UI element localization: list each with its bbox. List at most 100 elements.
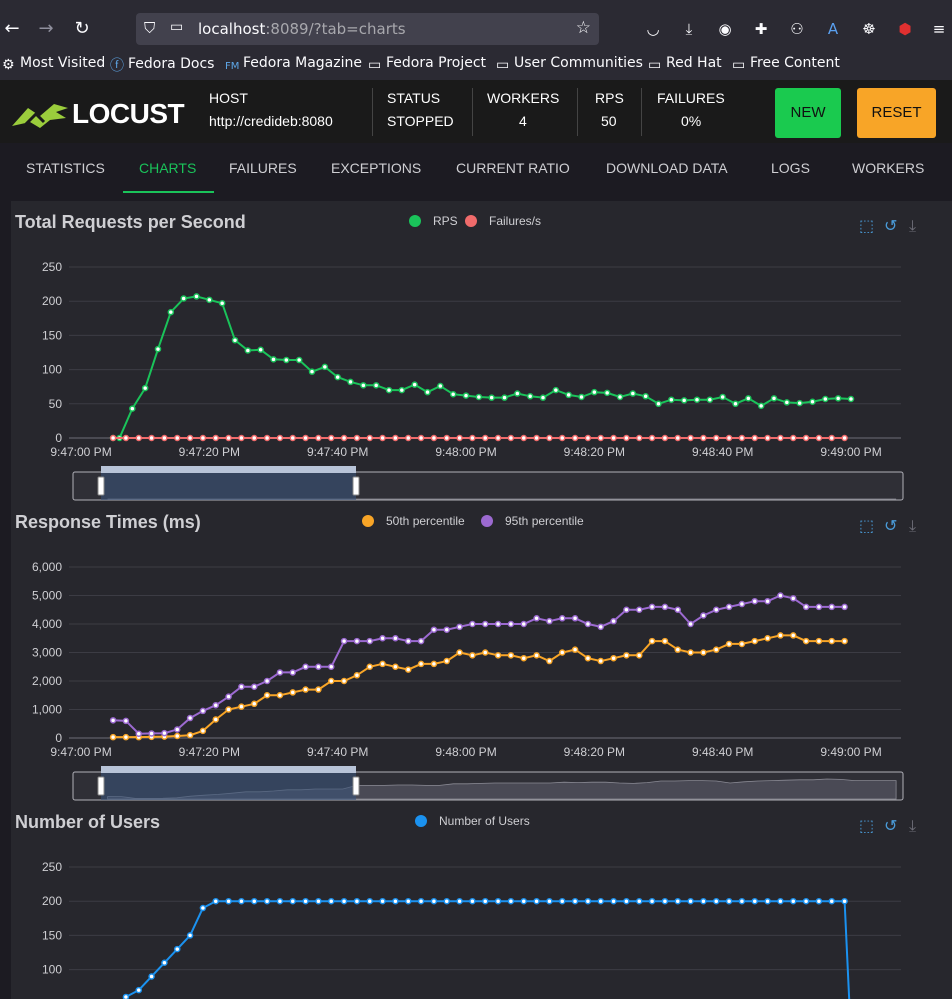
bookmark-red-hat[interactable]: ▭ Red Hat [648, 55, 722, 73]
account-icon[interactable]: ◉ [718, 20, 732, 38]
data-point[interactable] [790, 434, 797, 442]
data-point[interactable] [347, 378, 354, 386]
data-point[interactable] [597, 434, 604, 442]
data-point[interactable] [193, 293, 200, 300]
data-point[interactable] [231, 336, 239, 344]
data-point[interactable] [340, 677, 348, 685]
data-point[interactable] [238, 703, 245, 710]
data-point[interactable] [546, 434, 553, 442]
data-point[interactable] [507, 620, 515, 628]
data-point[interactable] [328, 677, 335, 685]
data-point[interactable] [559, 615, 566, 622]
tab-exceptions[interactable]: EXCEPTIONS [331, 160, 422, 176]
data-point[interactable] [174, 945, 181, 953]
data-point[interactable] [745, 395, 752, 402]
data-point[interactable] [751, 897, 758, 905]
data-point[interactable] [353, 434, 361, 442]
data-point[interactable] [494, 434, 502, 442]
data-point[interactable] [283, 356, 290, 364]
data-point[interactable] [815, 897, 823, 905]
data-point[interactable] [122, 993, 130, 999]
data-point[interactable] [559, 649, 566, 656]
data-point[interactable] [379, 434, 386, 442]
data-point[interactable] [507, 897, 515, 905]
data-point[interactable] [302, 663, 309, 670]
data-point[interactable] [469, 652, 476, 659]
zoom-handle[interactable] [352, 476, 360, 496]
data-point[interactable] [456, 623, 463, 631]
data-point[interactable] [251, 897, 258, 905]
data-point[interactable] [225, 706, 232, 713]
data-point[interactable] [225, 897, 232, 905]
bookmark-user-communities[interactable]: ▭ User Communities [496, 55, 643, 73]
data-point[interactable] [251, 683, 258, 690]
data-point[interactable] [443, 897, 450, 905]
legend-marker[interactable] [481, 515, 493, 527]
data-point[interactable] [212, 716, 219, 723]
bookmark-most-visited[interactable]: ⚙ Most Visited [2, 55, 106, 73]
translate-icon[interactable]: A [827, 20, 839, 38]
data-point[interactable] [584, 434, 592, 442]
data-point[interactable] [430, 897, 438, 905]
data-point[interactable] [815, 434, 823, 442]
bookmark-fedora-project[interactable]: ▭ Fedora Project [368, 55, 487, 73]
data-point[interactable] [571, 646, 579, 653]
data-point[interactable] [289, 434, 296, 442]
data-point[interactable] [321, 363, 329, 371]
data-point[interactable] [841, 434, 848, 442]
data-point[interactable] [648, 637, 656, 645]
data-point[interactable] [764, 897, 771, 905]
zoom-icon[interactable]: ⬚ [859, 516, 874, 535]
data-point[interactable] [186, 434, 194, 442]
data-point[interactable] [738, 897, 746, 905]
data-point[interactable] [424, 388, 431, 396]
data-point[interactable] [700, 612, 707, 619]
data-point[interactable] [353, 672, 361, 679]
url-text[interactable]: localhost:8089/?tab=charts [198, 20, 406, 38]
data-point[interactable] [661, 897, 669, 905]
bookmark-fedora-docs[interactable]: ⓕ Fedora Docs [110, 56, 215, 74]
bookmark-free-content[interactable]: ▭ Free Content [732, 55, 840, 73]
data-point[interactable] [725, 640, 733, 648]
data-point[interactable] [417, 434, 425, 442]
extension-glasses-icon[interactable]: ⚇ [790, 20, 804, 38]
data-point[interactable] [379, 897, 386, 905]
data-point[interactable] [212, 434, 219, 442]
data-point[interactable] [783, 399, 791, 406]
data-point[interactable] [129, 405, 136, 412]
data-point[interactable] [802, 637, 810, 645]
data-point[interactable] [514, 390, 521, 397]
data-point[interactable] [398, 386, 406, 394]
data-point[interactable] [802, 897, 810, 905]
tab-statistics[interactable]: STATISTICS [26, 160, 105, 176]
data-point[interactable] [603, 389, 611, 397]
data-point[interactable] [257, 346, 264, 354]
data-point[interactable] [674, 434, 681, 442]
data-point[interactable] [494, 620, 502, 628]
data-point[interactable] [212, 701, 219, 709]
data-point[interactable] [764, 635, 771, 642]
data-point[interactable] [687, 620, 694, 628]
data-point[interactable] [488, 394, 495, 401]
data-point[interactable] [315, 897, 322, 905]
data-point[interactable] [713, 606, 720, 613]
zoom-reset-icon[interactable]: ↺ [884, 516, 897, 535]
data-point[interactable] [610, 897, 617, 905]
data-point[interactable] [520, 434, 527, 442]
url-bar[interactable]: ⛉ ▭ localhost:8089/?tab=charts ☆ [136, 13, 599, 45]
data-point[interactable] [148, 973, 155, 980]
data-point[interactable] [751, 637, 758, 645]
data-point[interactable] [687, 649, 694, 656]
data-point[interactable] [218, 300, 226, 307]
data-point[interactable] [725, 434, 733, 442]
data-point[interactable] [366, 637, 373, 645]
data-point[interactable] [417, 660, 425, 668]
data-point[interactable] [379, 635, 386, 642]
data-point[interactable] [841, 603, 848, 611]
data-point[interactable] [642, 393, 649, 400]
data-point[interactable] [449, 390, 457, 398]
data-point[interactable] [828, 637, 835, 645]
data-point[interactable] [828, 897, 835, 905]
legend-marker[interactable] [465, 215, 477, 227]
data-point[interactable] [597, 623, 604, 631]
